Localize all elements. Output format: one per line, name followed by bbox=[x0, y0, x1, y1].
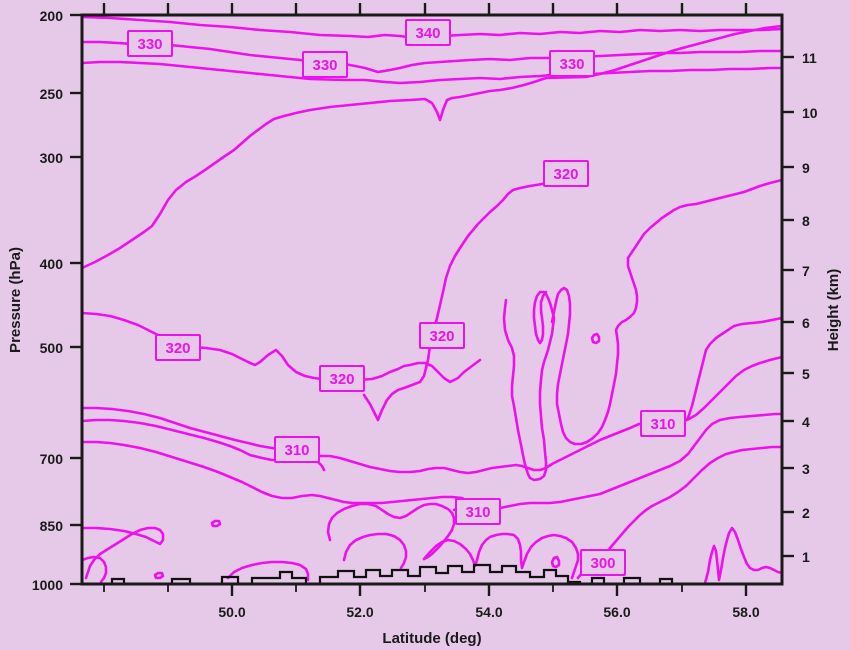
y-tick-label: 200 bbox=[40, 8, 64, 24]
y2-tick-label: 5 bbox=[802, 366, 810, 382]
x-axis-title: Latitude (deg) bbox=[382, 630, 481, 647]
contour-label-value: 320 bbox=[329, 371, 354, 388]
contour-label-value: 330 bbox=[137, 36, 162, 53]
x-axis-minor-ticks bbox=[103, 584, 683, 592]
x-tick-label: 54.0 bbox=[475, 604, 502, 620]
contour-line-320-upper bbox=[80, 24, 784, 270]
contour-line-bottom-right bbox=[703, 526, 784, 585]
contour-line-310-lower-blob bbox=[326, 502, 456, 561]
contour-label: 320 bbox=[319, 365, 365, 392]
axis-ticks bbox=[70, 3, 794, 596]
contour-line-310-lower-right bbox=[422, 532, 580, 580]
contour-label-value: 310 bbox=[284, 442, 309, 459]
contour-line-320-finger-right bbox=[550, 256, 639, 446]
contour-line-330-a bbox=[80, 40, 784, 74]
contour-lines bbox=[80, 15, 784, 585]
y-tick-label: 400 bbox=[40, 256, 64, 272]
contour-dot-320 bbox=[590, 332, 601, 345]
x-tick-label: 58.0 bbox=[732, 604, 759, 620]
contour-dot-left-a bbox=[210, 519, 222, 528]
y-tick-label: 250 bbox=[40, 86, 64, 102]
contour-label-value: 320 bbox=[553, 166, 578, 183]
contour-label-value: 320 bbox=[429, 328, 454, 345]
contour-line-310-midleft-pocket bbox=[226, 560, 310, 582]
contour-line-310-b bbox=[80, 412, 784, 512]
y-tick-label: 300 bbox=[40, 150, 64, 166]
contour-label: 320 bbox=[419, 322, 465, 349]
contour-label-value: 330 bbox=[559, 56, 584, 73]
x-axis-tick-labels: 50.0 52.0 54.0 56.0 58.0 bbox=[218, 604, 759, 620]
y-tick-label: 1000 bbox=[32, 577, 63, 593]
contour-label: 300 bbox=[580, 549, 626, 576]
y2-tick-label: 1 bbox=[802, 549, 810, 565]
contour-label-value: 310 bbox=[465, 504, 490, 521]
contour-label: 330 bbox=[549, 50, 595, 77]
contour-line-330-b bbox=[80, 60, 784, 85]
x-tick-label: 56.0 bbox=[603, 604, 630, 620]
contour-line-340-upper bbox=[80, 15, 784, 40]
contour-labels: 330 340 330 330 320 320 320 320 bbox=[127, 19, 686, 576]
y2-tick-label: 2 bbox=[802, 505, 810, 521]
y-axis-left-ticks bbox=[70, 13, 82, 586]
y2-axis-title: Height (km) bbox=[825, 269, 842, 352]
y2-tick-label: 7 bbox=[802, 263, 810, 279]
y-tick-label: 700 bbox=[40, 451, 64, 467]
contour-line-320-fingers bbox=[502, 290, 556, 482]
contour-line-320-steep bbox=[362, 178, 568, 422]
x-tick-label: 50.0 bbox=[218, 604, 245, 620]
contour-line-320-right-lower bbox=[678, 316, 784, 426]
contour-line-310-lower-blob2 bbox=[342, 532, 408, 570]
contour-label: 310 bbox=[640, 410, 686, 437]
contour-line-310-left-pocket2 bbox=[80, 555, 108, 584]
y2-tick-label: 6 bbox=[802, 315, 810, 331]
y-axis-left-tick-labels: 200 250 300 400 500 700 850 1000 bbox=[32, 8, 63, 593]
y-axis-right-ticks bbox=[782, 55, 794, 558]
contour-label: 320 bbox=[155, 334, 201, 361]
contour-label-value: 320 bbox=[165, 340, 190, 357]
y2-tick-label: 10 bbox=[802, 105, 818, 121]
plot-frame bbox=[80, 13, 784, 586]
y2-tick-label: 9 bbox=[802, 160, 810, 176]
contour-label: 330 bbox=[127, 30, 173, 57]
y-tick-label: 500 bbox=[40, 340, 64, 356]
contour-label: 320 bbox=[543, 160, 589, 187]
y2-tick-label: 3 bbox=[802, 461, 810, 477]
y-tick-label: 850 bbox=[40, 518, 64, 534]
contour-label: 310 bbox=[455, 498, 501, 525]
contour-dot-left-b bbox=[153, 571, 165, 580]
contour-line-310-left-pocket bbox=[80, 526, 165, 580]
y2-tick-label: 8 bbox=[802, 213, 810, 229]
contour-label: 310 bbox=[274, 436, 320, 463]
contour-label-value: 330 bbox=[312, 57, 337, 74]
contour-label: 330 bbox=[302, 51, 348, 78]
x-axis-major-ticks bbox=[230, 584, 748, 596]
x-tick-label: 52.0 bbox=[346, 604, 373, 620]
y-axis-right-tick-labels: 11 10 9 8 7 6 5 4 3 2 1 bbox=[802, 50, 818, 565]
contour-label-value: 300 bbox=[590, 555, 615, 572]
contour-blob-300 bbox=[550, 555, 561, 569]
contour-label: 340 bbox=[405, 19, 451, 46]
y2-tick-label: 4 bbox=[802, 414, 810, 430]
contour-line-320-right bbox=[626, 178, 784, 260]
x-axis-top-ticks bbox=[102, 3, 748, 15]
y-axis-title: Pressure (hPa) bbox=[7, 247, 24, 353]
contour-label-value: 310 bbox=[650, 416, 675, 433]
contour-label-value: 340 bbox=[415, 25, 440, 42]
y2-tick-label: 11 bbox=[802, 50, 817, 66]
